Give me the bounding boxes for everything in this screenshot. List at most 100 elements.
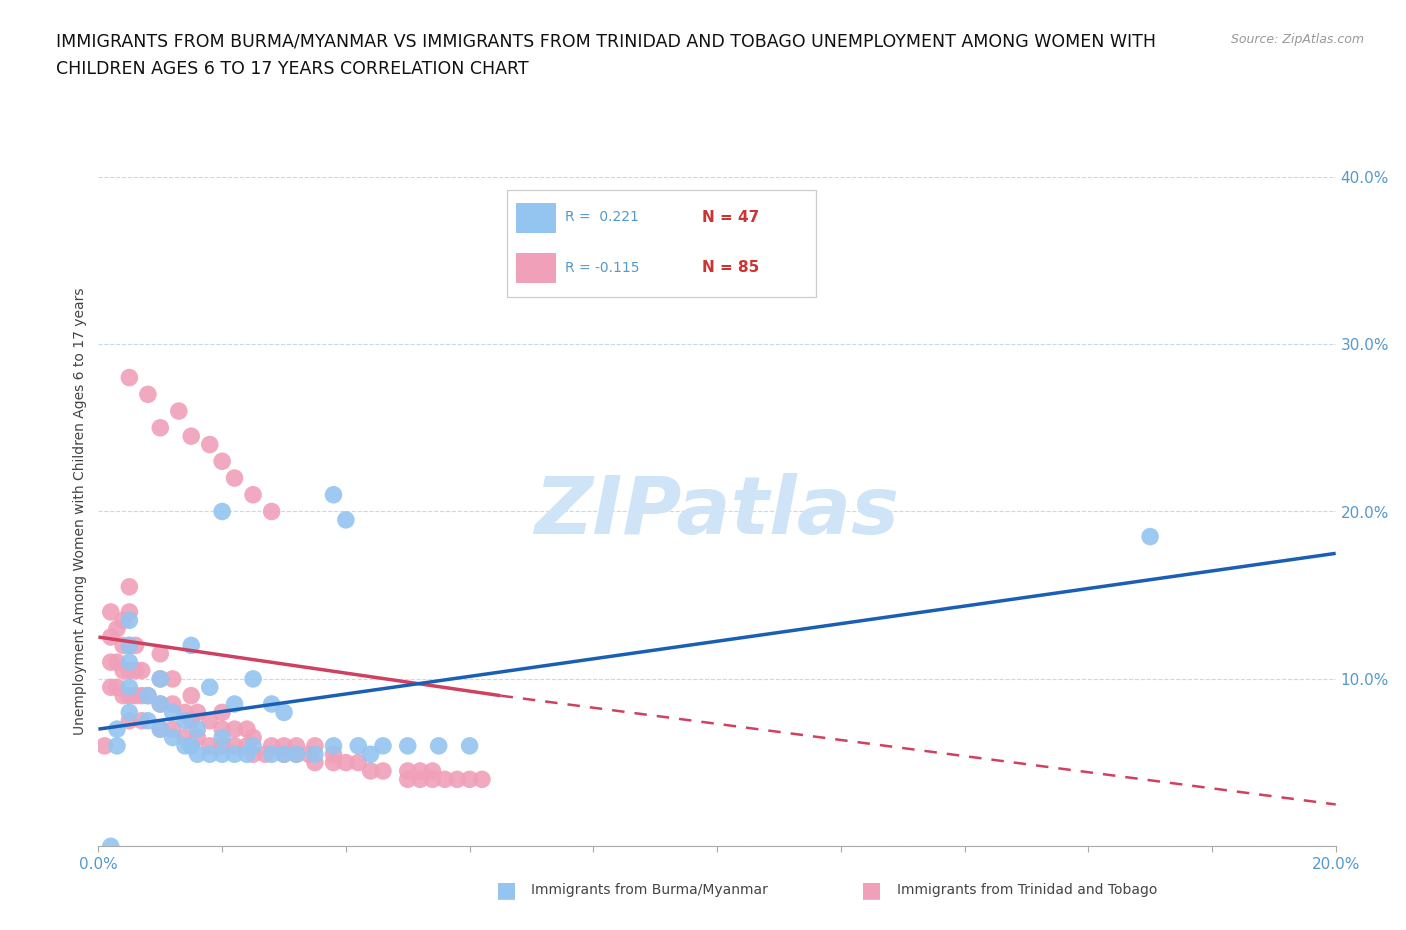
Point (118, 655, 141, 670)
Point (371, 738, 394, 753)
Point (1139, 529, 1161, 544)
Point (396, 738, 419, 753)
Point (260, 504, 283, 519)
Point (118, 370, 141, 385)
Point (112, 663, 135, 678)
Point (105, 655, 128, 670)
Point (180, 738, 202, 753)
Point (335, 755, 357, 770)
Point (136, 688, 159, 703)
Point (211, 738, 233, 753)
Text: Immigrants from Burma/Myanmar: Immigrants from Burma/Myanmar (531, 883, 768, 897)
Text: ■: ■ (862, 880, 882, 900)
Point (100, 655, 122, 670)
Point (236, 722, 259, 737)
Point (224, 738, 246, 753)
Point (100, 630, 122, 644)
Point (211, 730, 233, 745)
Point (131, 663, 153, 678)
Point (174, 705, 197, 720)
Point (236, 738, 259, 753)
Y-axis label: Unemployment Among Women with Children Ages 6 to 17 years: Unemployment Among Women with Children A… (73, 287, 87, 736)
Point (105, 621, 128, 636)
Point (162, 671, 184, 686)
Point (198, 747, 221, 762)
Point (322, 747, 344, 762)
Point (93, 738, 115, 753)
Point (273, 747, 295, 762)
Point (149, 671, 172, 686)
Point (149, 646, 172, 661)
Point (100, 839, 122, 854)
Point (304, 755, 326, 770)
Point (396, 764, 419, 778)
Point (136, 387, 159, 402)
Point (458, 772, 481, 787)
Point (118, 663, 141, 678)
Point (322, 487, 344, 502)
Point (149, 722, 172, 737)
Point (224, 471, 246, 485)
Point (422, 772, 444, 787)
Point (149, 697, 172, 711)
Text: ZIPatlas: ZIPatlas (534, 472, 900, 551)
Point (211, 705, 233, 720)
Point (285, 747, 308, 762)
Point (371, 764, 394, 778)
Point (180, 429, 202, 444)
Text: ■: ■ (496, 880, 516, 900)
Point (118, 579, 141, 594)
Text: Source: ZipAtlas.com: Source: ZipAtlas.com (1230, 33, 1364, 46)
Point (458, 738, 481, 753)
Point (285, 747, 308, 762)
Point (422, 764, 444, 778)
Point (211, 454, 233, 469)
Point (118, 638, 141, 653)
Point (471, 772, 494, 787)
Point (409, 764, 432, 778)
Point (105, 680, 128, 695)
Point (180, 688, 202, 703)
Point (242, 487, 264, 502)
Point (322, 755, 344, 770)
Point (433, 772, 456, 787)
Point (174, 713, 197, 728)
Point (260, 738, 283, 753)
Point (347, 755, 370, 770)
Point (105, 738, 128, 753)
Point (285, 738, 308, 753)
Point (254, 747, 277, 762)
Point (131, 713, 153, 728)
Point (211, 722, 233, 737)
Point (236, 747, 259, 762)
Point (304, 747, 326, 762)
Point (149, 722, 172, 737)
Point (273, 705, 295, 720)
Point (162, 730, 184, 745)
Point (198, 680, 221, 695)
Point (124, 663, 146, 678)
Point (124, 638, 146, 653)
Point (224, 747, 246, 762)
Point (180, 638, 202, 653)
Point (211, 504, 233, 519)
Point (298, 747, 321, 762)
Point (118, 638, 141, 653)
Point (186, 722, 208, 737)
Point (322, 738, 344, 753)
Point (224, 697, 246, 711)
Point (198, 713, 221, 728)
Point (242, 738, 264, 753)
Point (186, 730, 208, 745)
Point (186, 705, 208, 720)
Point (149, 697, 172, 711)
Point (112, 638, 135, 653)
Point (180, 738, 202, 753)
Point (242, 671, 264, 686)
Point (162, 697, 184, 711)
Point (118, 613, 141, 628)
Point (409, 772, 432, 787)
Point (112, 688, 135, 703)
Point (118, 713, 141, 728)
Point (211, 747, 233, 762)
